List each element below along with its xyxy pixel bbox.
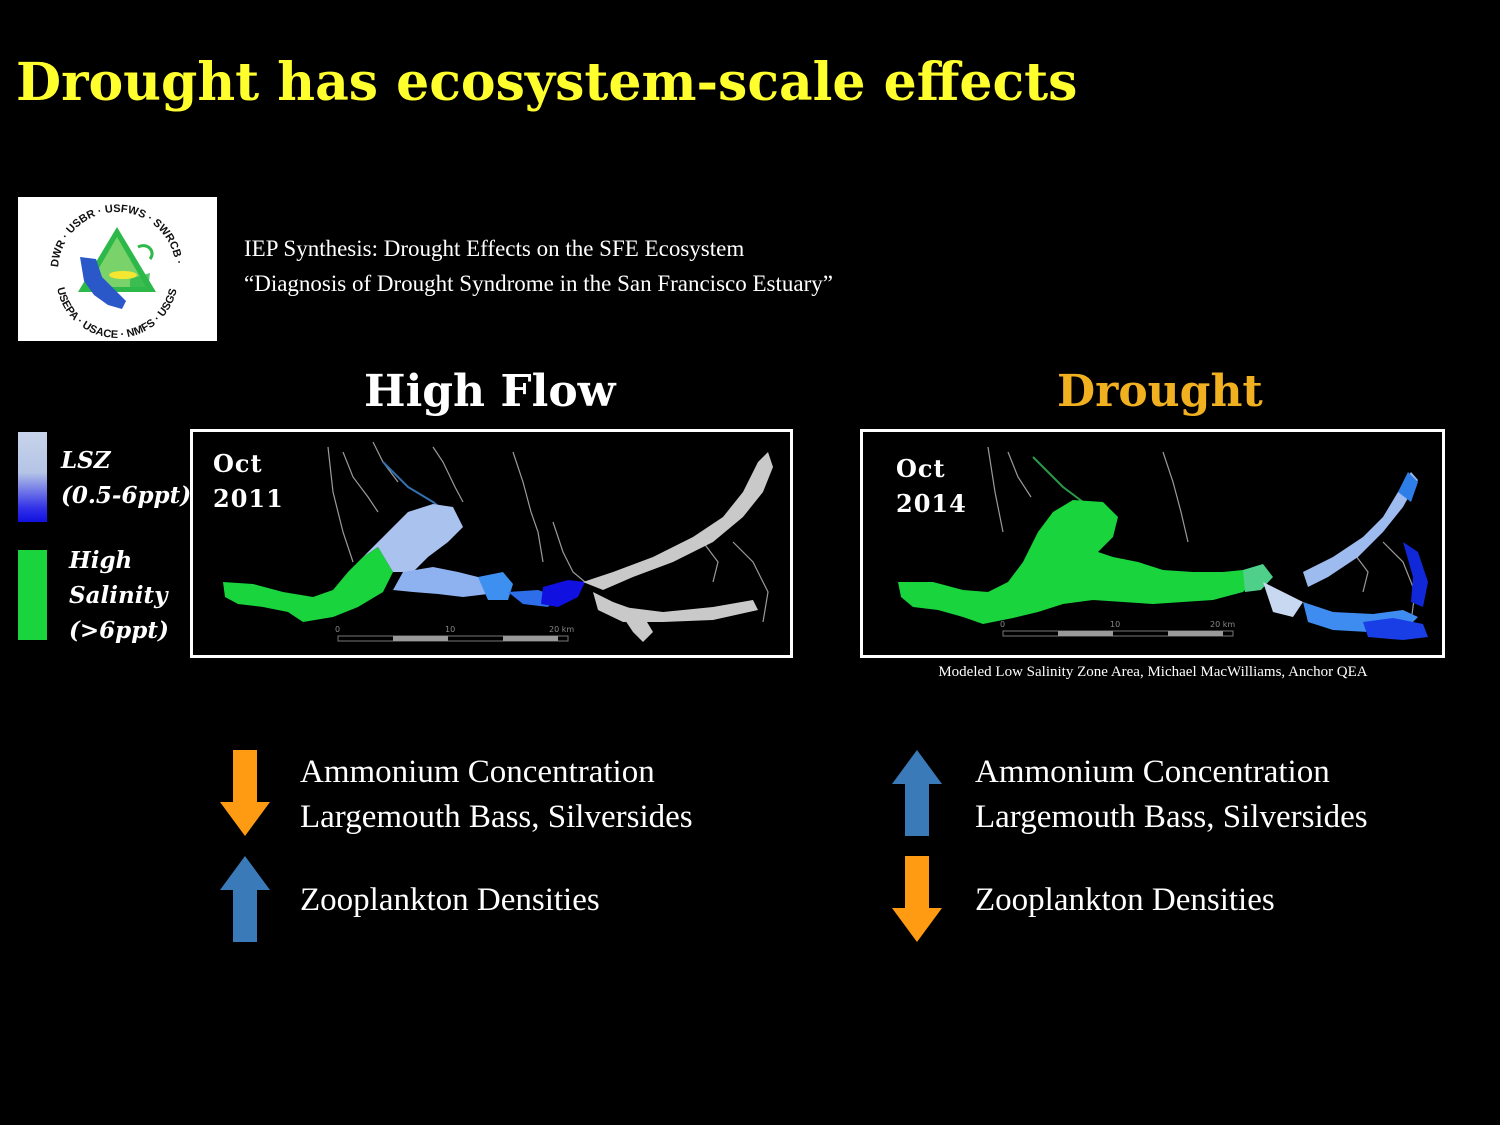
subtitle-line-2: “Diagnosis of Drought Syndrome in the Sa… xyxy=(244,271,833,296)
high-flow-map: 0 10 20 km Oct 2011 xyxy=(190,429,793,658)
subtitle-line-1: IEP Synthesis: Drought Effects on the SF… xyxy=(244,236,745,261)
drought-date-month: Oct xyxy=(896,454,946,483)
high-flow-fish-text: Largemouth Bass, Silversides xyxy=(300,799,693,835)
drought-scale-bar: 0 10 20 km xyxy=(1000,620,1235,637)
high-flow-ammonium-text: Ammonium Concentration xyxy=(300,754,655,790)
lsz-legend-swatch xyxy=(18,432,47,522)
arrow-up-icon xyxy=(220,856,270,942)
iep-logo: DWR · USBR · USFWS · SWRCB · DFW USEPA ·… xyxy=(13,188,217,341)
drought-effect-group-1: Ammonium Concentration Largemouth Bass, … xyxy=(975,750,1368,840)
lsz-legend-line-2: (0.5-6ppt) xyxy=(61,482,192,509)
high-salinity-legend-swatch xyxy=(18,550,47,640)
high-flow-scale-label-0: 0 xyxy=(335,625,340,634)
high-flow-date-month: Oct xyxy=(213,449,263,478)
drought-scale-label-10: 10 xyxy=(1110,620,1120,629)
high-salinity-legend-line-1: High xyxy=(69,547,133,574)
high-flow-zooplankton-text: Zooplankton Densities xyxy=(300,882,600,918)
drought-zooplankton-text: Zooplankton Densities xyxy=(975,882,1275,918)
high-flow-scale-bar: 0 10 20 km xyxy=(335,625,574,642)
drought-heading: Drought xyxy=(1057,366,1263,417)
high-flow-scale-label-20: 20 km xyxy=(549,625,574,634)
drought-fish-text: Largemouth Bass, Silversides xyxy=(975,799,1368,835)
arrow-up-icon xyxy=(892,750,942,836)
high-salinity-legend-line-3: (>6ppt) xyxy=(69,617,169,644)
high-salinity-legend-label: High Salinity (>6ppt) xyxy=(69,543,169,648)
slide-title: Drought has ecosystem-scale effects xyxy=(16,52,1078,113)
high-flow-date: Oct 2011 xyxy=(213,446,284,516)
drought-map: 0 10 20 km Oct 2014 xyxy=(860,429,1445,658)
high-flow-heading: High Flow xyxy=(364,366,616,417)
high-flow-effect-group-1: Ammonium Concentration Largemouth Bass, … xyxy=(300,750,693,840)
lsz-legend-label: LSZ (0.5-6ppt) xyxy=(61,443,191,513)
drought-scale-label-20: 20 km xyxy=(1210,620,1235,629)
drought-scale-label-0: 0 xyxy=(1000,620,1005,629)
arrow-down-icon xyxy=(220,750,270,836)
drought-date: Oct 2014 xyxy=(896,451,967,521)
arrow-down-icon xyxy=(892,856,942,942)
drought-map-graphic: 0 10 20 km xyxy=(898,446,1428,640)
iep-logo-graphic: DWR · USBR · USFWS · SWRCB · DFW USEPA ·… xyxy=(13,188,185,341)
map-credit: Modeled Low Salinity Zone Area, Michael … xyxy=(938,664,1368,680)
high-salinity-legend-line-2: Salinity xyxy=(69,582,168,609)
high-flow-scale-label-10: 10 xyxy=(445,625,455,634)
drought-ammonium-text: Ammonium Concentration xyxy=(975,754,1330,790)
drought-date-year: 2014 xyxy=(896,489,967,518)
high-flow-map-graphic: 0 10 20 km xyxy=(223,441,773,642)
high-flow-date-year: 2011 xyxy=(213,484,284,513)
lsz-legend-line-1: LSZ xyxy=(61,447,111,474)
